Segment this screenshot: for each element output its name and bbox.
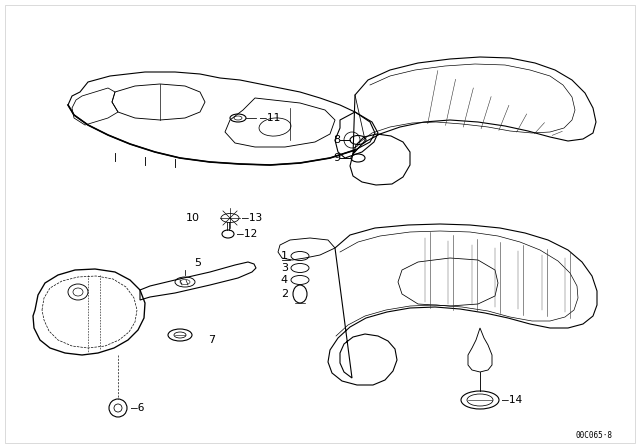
Text: —14: —14 bbox=[502, 395, 522, 405]
Text: 10: 10 bbox=[186, 213, 200, 223]
Text: —13: —13 bbox=[242, 213, 262, 223]
Text: 8: 8 bbox=[333, 135, 340, 145]
Text: —12: —12 bbox=[237, 229, 257, 239]
Text: 00C065·8: 00C065·8 bbox=[575, 431, 612, 440]
Text: 3: 3 bbox=[281, 263, 288, 273]
Text: —11: —11 bbox=[260, 113, 280, 123]
Text: 2: 2 bbox=[281, 289, 288, 299]
Text: 4: 4 bbox=[281, 275, 288, 285]
Text: 1: 1 bbox=[281, 251, 288, 261]
Text: 7: 7 bbox=[209, 335, 216, 345]
Text: 5: 5 bbox=[195, 258, 202, 268]
Text: —6: —6 bbox=[131, 403, 145, 413]
Text: 9: 9 bbox=[333, 153, 340, 163]
